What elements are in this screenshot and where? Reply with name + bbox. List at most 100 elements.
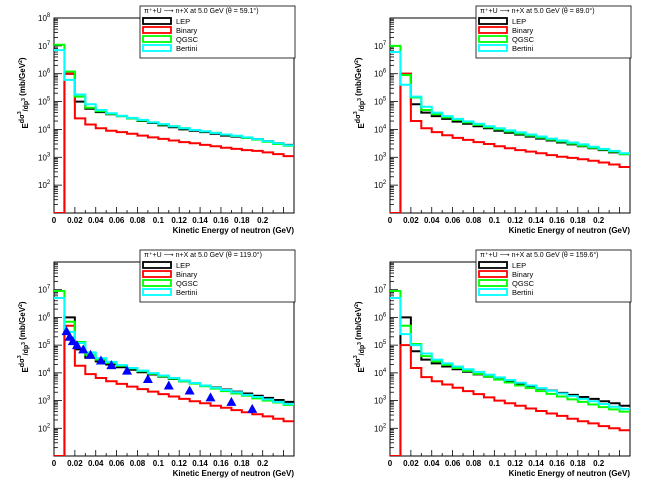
x-tick-label: 0.18 [234,216,250,225]
data-point [142,374,153,384]
legend [139,249,296,303]
y-tick-label: 103 [38,396,51,406]
legend-swatch-bertini [478,44,508,52]
legend-label: Bertini [176,44,198,53]
y-axis-label: Edσ3/dp3 (mb/GeV2) [17,57,30,128]
x-tick-label: 0 [52,216,57,225]
x-tick-label: 0.06 [109,459,125,468]
data-point [61,326,72,336]
legend [475,5,632,59]
x-tick-label: 0.12 [171,216,187,225]
y-tick-label: 104 [374,124,387,134]
x-tick-label: 0 [52,459,57,468]
legend [475,249,632,303]
x-tick-label: 0.04 [88,216,104,225]
panel-3: 0 0.02 0.04 0.06 0.08 0.1 0.12 0.14 0.16 0.18 0.2 1… [17,249,296,478]
y-tick-label: 107 [38,285,51,295]
y-axis-label: Edσ3/dp3 (mb/GeV2) [353,57,366,128]
legend-swatch-lep [142,261,172,269]
series-line-lep [54,72,294,213]
x-tick-label: 0.06 [445,459,461,468]
legend-label: Bertini [512,288,534,297]
series-line-lep [390,72,630,213]
panel-4: 0 0.02 0.04 0.06 0.08 0.1 0.12 0.14 0.16 0.18 0.2 1… [353,249,632,478]
legend-swatch-binary [478,26,508,34]
data-point [247,403,258,413]
y-tick-label: 103 [38,152,51,162]
legend-swatch-binary [478,270,508,278]
data-point [226,396,237,406]
legend-label: Bertini [512,44,534,53]
x-tick-label: 0.16 [549,459,565,468]
x-tick-label: 0.14 [528,216,544,225]
y-tick-label: 106 [374,69,387,79]
legend-swatch-bertini [478,288,508,296]
x-tick-label: 0 [388,459,393,468]
x-tick-label: 0.16 [549,216,565,225]
chart-title: π⁺+U ⟶ n+X at 5.0 GeV (θ = 59.1°) [144,7,259,15]
y-tick-label: 102 [374,180,387,190]
x-tick-label: 0.12 [171,459,187,468]
x-tick-label: 0.04 [424,459,440,468]
legend-swatch-binary [142,26,172,34]
y-tick-label: 105 [38,340,51,350]
data-point [163,380,174,390]
y-tick-label: 106 [38,69,51,79]
x-tick-label: 0.08 [130,216,146,225]
series-line-bertini [390,297,630,410]
y-tick-label: 106 [38,312,51,322]
data-point [205,392,216,402]
legend-label: QGSC [512,35,535,44]
data-point [71,340,82,350]
series-line-binary [54,324,294,456]
y-tick-label: 105 [38,97,51,107]
series-line-bertini [54,49,294,147]
data-point [122,365,133,375]
x-tick-label: 0.02 [403,216,419,225]
x-tick-label: 0.16 [213,459,229,468]
x-tick-label: 0.08 [466,216,482,225]
y-tick-label: 104 [374,368,387,378]
y-tick-label: 104 [38,368,51,378]
data-point [95,355,106,365]
legend-label: LEP [176,17,190,26]
legend-label: Binary [512,270,534,279]
legend-label: QGSC [176,279,199,288]
y-tick-label: 102 [38,180,51,190]
x-tick-label: 0.12 [507,216,523,225]
x-axis-label: Kinetic Energy of neutron (GeV) [509,469,631,478]
legend-swatch-lep [142,17,172,25]
x-tick-label: 0.12 [507,459,523,468]
y-axis-label: Edσ3/dp3 (mb/GeV2) [353,301,366,372]
y-axis-label: Edσ3/dp3 (mb/GeV2) [17,301,30,372]
x-tick-label: 0.04 [424,216,440,225]
data-point [184,385,195,395]
y-tick-label: 103 [374,152,387,162]
x-tick-label: 0.08 [466,459,482,468]
x-tick-label: 0.2 [593,459,605,468]
legend-label: LEP [512,261,526,270]
x-tick-label: 0.02 [67,216,83,225]
legend-swatch-qgsc [478,35,508,43]
legend [139,5,296,59]
legend-swatch-qgsc [142,279,172,287]
legend-label: Bertini [176,288,198,297]
x-tick-label: 0.1 [153,459,165,468]
x-tick-label: 0.2 [257,459,269,468]
series-line-qgsc [54,289,294,406]
legend-swatch-binary [142,270,172,278]
legend-swatch-bertini [142,44,172,52]
chart-title: π⁺+U ⟶ n+X at 5.0 GeV (θ = 89.0°) [480,7,595,15]
series-line-lep [54,316,294,456]
legend-label: LEP [176,261,190,270]
y-tick-label: 103 [374,396,387,406]
y-tick-label: 106 [374,312,387,322]
legend-label: QGSC [512,279,535,288]
x-tick-label: 0.08 [130,459,146,468]
x-tick-label: 0.02 [403,459,419,468]
x-tick-label: 0 [388,216,393,225]
y-tick-label: 105 [374,97,387,107]
legend-swatch-lep [478,261,508,269]
legend-label: QGSC [176,35,199,44]
